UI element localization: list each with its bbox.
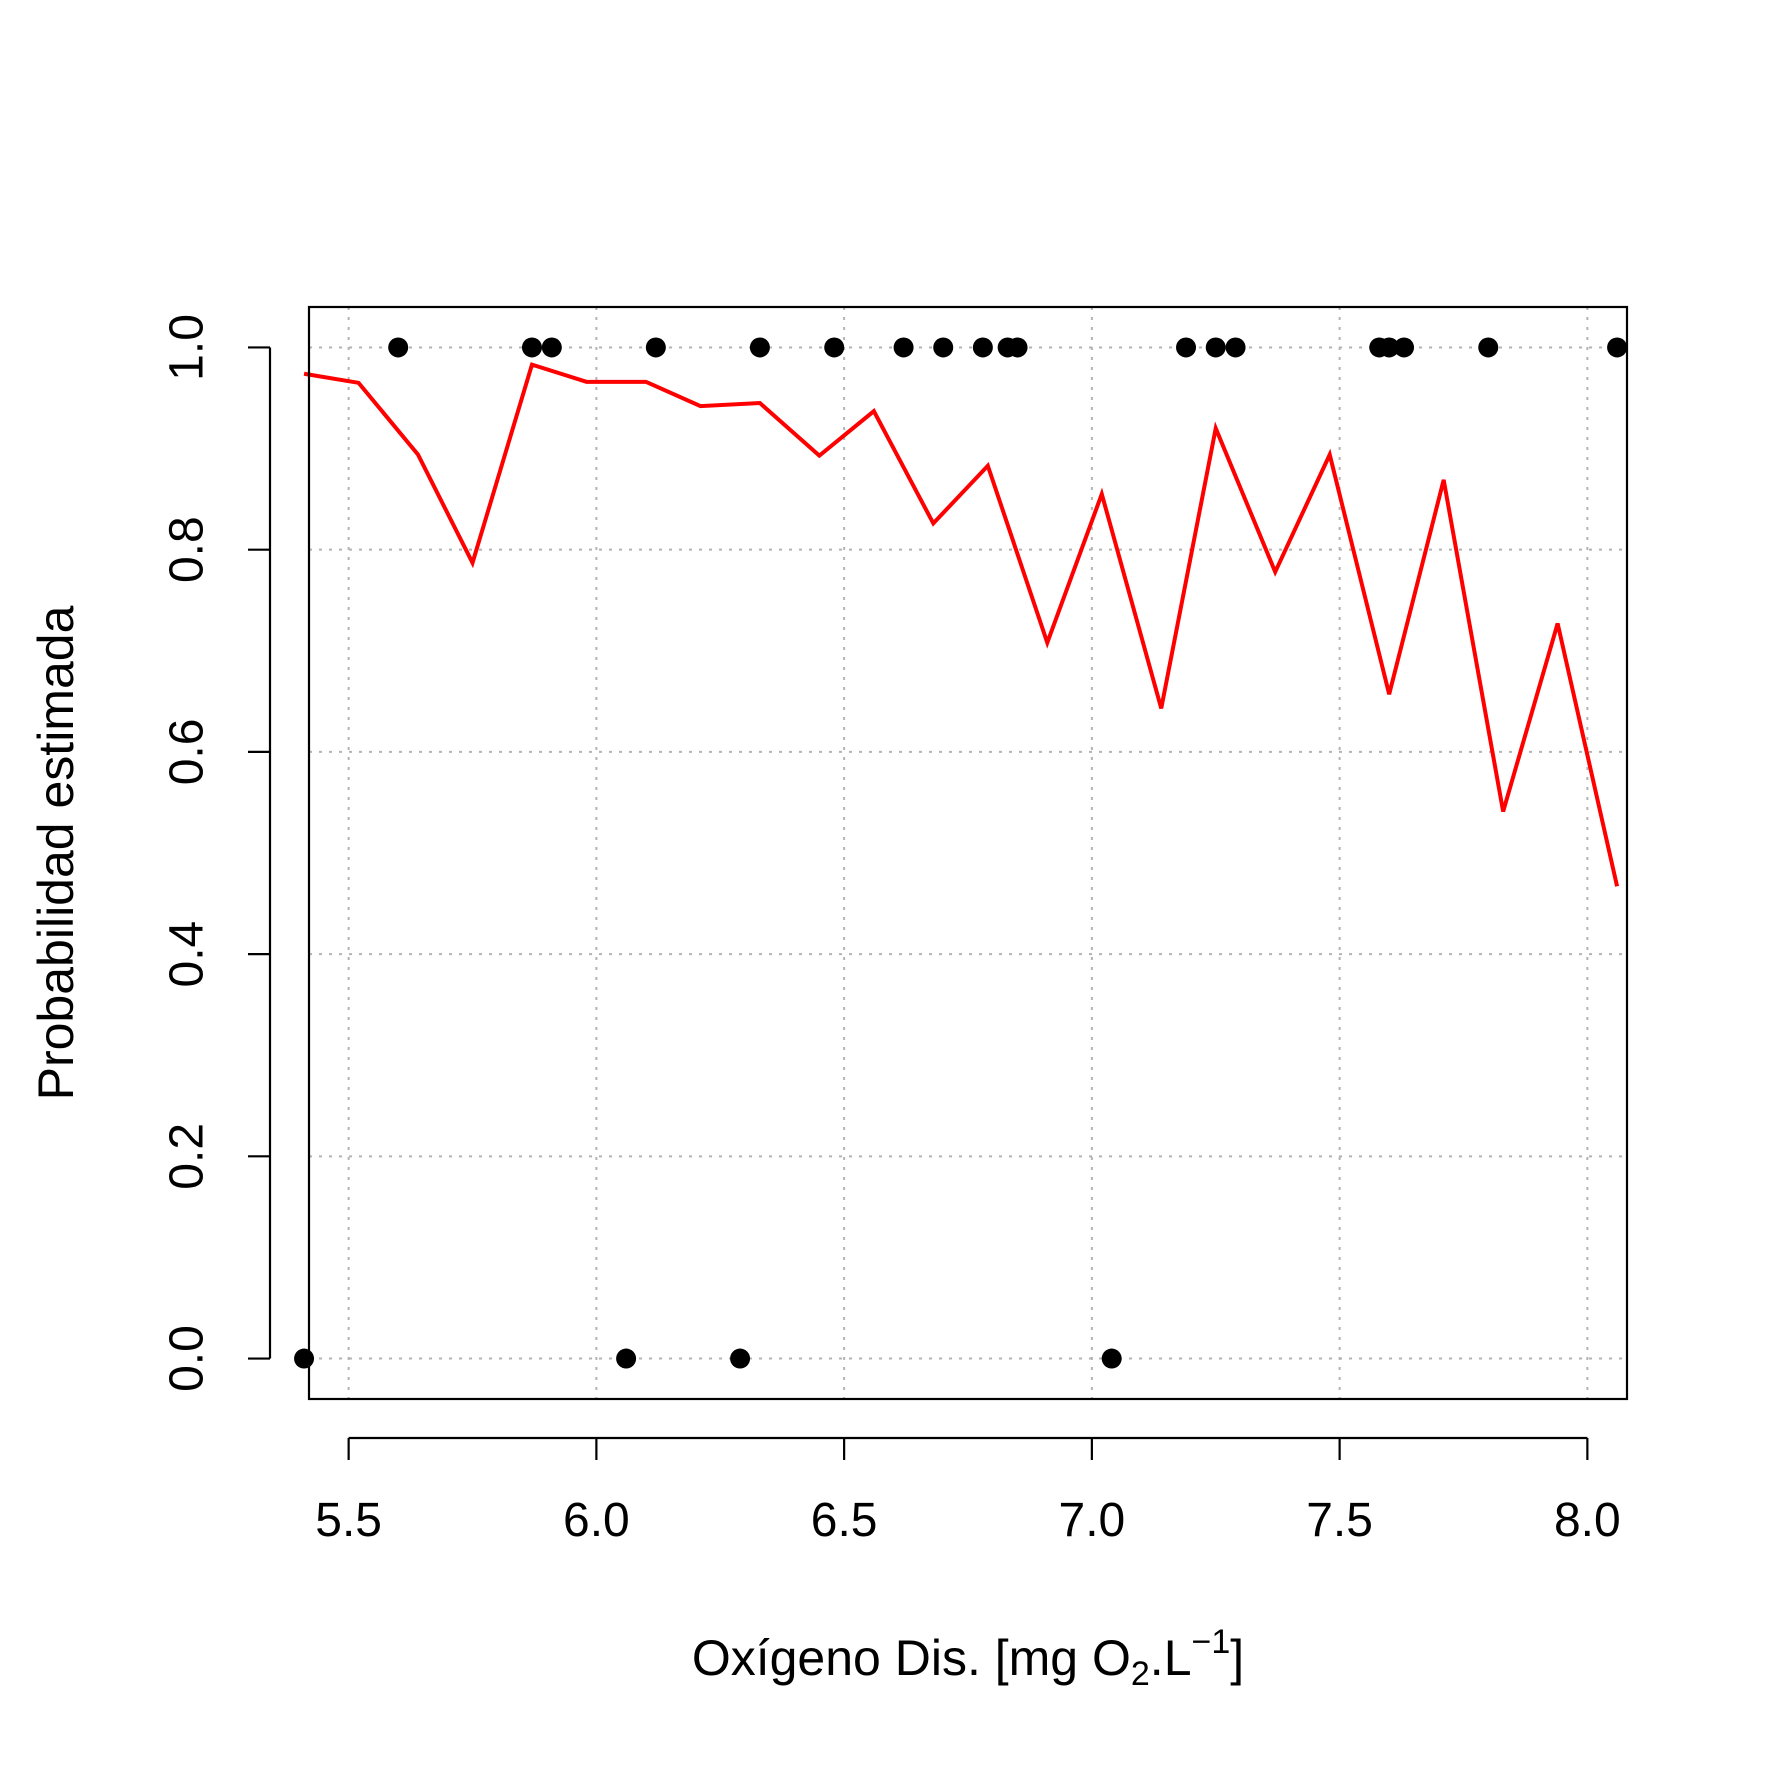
data-point-16 xyxy=(1205,337,1226,358)
x-tick-label-2: 6.5 xyxy=(811,1494,878,1547)
x-tick-label-0: 5.5 xyxy=(315,1494,382,1547)
data-point-4 xyxy=(616,1348,637,1369)
x-axis-title-middle: .L xyxy=(1150,1630,1192,1686)
y-tick-label-2: 0.4 xyxy=(161,921,214,988)
x-axis: 5.5 6.0 6.5 7.0 7.5 8.0 xyxy=(315,1436,1621,1547)
x-tick-label-3: 7.0 xyxy=(1059,1494,1126,1547)
probability-line xyxy=(303,362,1620,887)
x-axis-title-superscript: −1 xyxy=(1192,1623,1231,1661)
data-point-5 xyxy=(645,337,666,358)
data-point-17 xyxy=(1225,337,1246,358)
y-axis-title: Probabilidad estimada xyxy=(28,605,84,1100)
x-axis-title-end: ] xyxy=(1230,1630,1244,1686)
observation-points xyxy=(294,337,1628,1369)
plot-frame xyxy=(307,305,1629,1401)
data-point-15 xyxy=(1176,337,1197,358)
y-tick-label-4: 0.8 xyxy=(161,516,214,583)
y-tick-label-1: 0.2 xyxy=(161,1123,214,1190)
data-point-1 xyxy=(388,337,409,358)
grid-lines xyxy=(309,307,1627,1399)
x-axis-title: Oxígeno Dis. [mg O2.L−1] xyxy=(692,1623,1244,1693)
y-axis: 0.0 0.2 0.4 0.6 0.8 1.0 xyxy=(161,314,272,1392)
x-axis-title-main: Oxígeno Dis. [mg O xyxy=(692,1630,1131,1686)
data-point-21 xyxy=(1478,337,1499,358)
x-tick-label-4: 7.5 xyxy=(1306,1494,1373,1547)
data-point-3 xyxy=(541,337,562,358)
data-point-2 xyxy=(521,337,542,358)
x-tick-label-5: 8.0 xyxy=(1554,1494,1621,1547)
y-tick-label-3: 0.6 xyxy=(161,719,214,786)
data-point-6 xyxy=(730,1348,751,1369)
y-tick-label-0: 0.0 xyxy=(161,1325,214,1392)
data-point-7 xyxy=(749,337,770,358)
data-point-19 xyxy=(1379,337,1400,358)
data-point-8 xyxy=(824,337,845,358)
data-point-11 xyxy=(972,337,993,358)
fitted-probability-line xyxy=(303,362,1620,887)
data-point-22 xyxy=(1607,337,1628,358)
x-tick-label-1: 6.0 xyxy=(563,1494,630,1547)
data-point-14 xyxy=(1101,1348,1122,1369)
data-point-13 xyxy=(1007,337,1028,358)
y-tick-label-5: 1.0 xyxy=(161,314,214,381)
data-point-9 xyxy=(893,337,914,358)
data-point-20 xyxy=(1394,337,1415,358)
x-axis-title-subscript: 2 xyxy=(1131,1655,1150,1693)
data-point-0 xyxy=(294,1348,315,1369)
data-point-10 xyxy=(933,337,954,358)
